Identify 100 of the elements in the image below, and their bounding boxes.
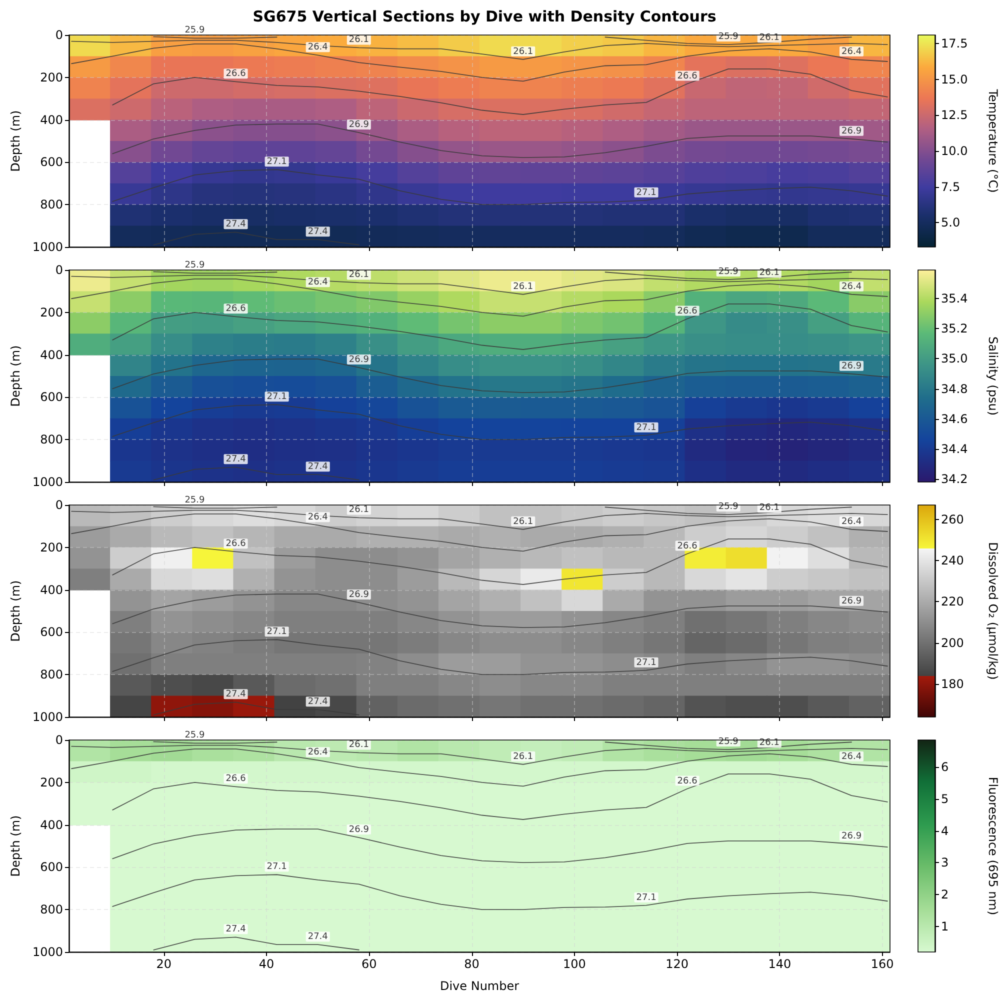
color-bar-label: 220 <box>941 594 964 609</box>
text: 26.6 <box>226 69 246 80</box>
text: 25.9 <box>184 730 205 741</box>
text: 26.9 <box>841 126 862 136</box>
text: 25.9 <box>184 260 205 271</box>
color-bar-title: Salinity (psu) <box>986 336 1000 416</box>
x-axis-title: Dive Number <box>440 979 520 993</box>
y-axis-title: Depth (m) <box>8 345 23 407</box>
text: 25.9 <box>184 26 205 36</box>
x-tick-label: 40 <box>258 957 274 971</box>
y-tick-label: 800 <box>40 432 63 447</box>
series-label: 26.4 <box>841 752 862 762</box>
text: 26.1 <box>759 738 780 748</box>
text: 26.1 <box>348 740 369 750</box>
text: 26.1 <box>759 503 780 514</box>
series-label: 26.4 <box>841 516 862 527</box>
text: 26.6 <box>226 774 246 784</box>
x-tick-label: 140 <box>768 957 792 971</box>
line-series <box>112 639 888 676</box>
y-axis-title: Depth (m) <box>8 110 23 172</box>
text: 26.1 <box>348 270 369 280</box>
y-tick-label: 600 <box>40 390 63 404</box>
text: 27.4 <box>226 924 246 935</box>
x-tick-label: 160 <box>870 957 894 971</box>
text: 27.4 <box>226 454 246 465</box>
series-label: 26.1 <box>513 282 534 292</box>
line-series <box>71 43 888 82</box>
y-tick-label: 1000 <box>32 710 63 724</box>
color-bar-label: 5.0 <box>941 216 960 230</box>
text: 26.4 <box>308 278 328 288</box>
text: 27.4 <box>226 220 246 230</box>
text: 26.4 <box>308 42 328 53</box>
y-tick-label: 0 <box>55 263 63 277</box>
x-tick-label: 20 <box>156 957 172 971</box>
x-tick-label: 120 <box>666 957 689 971</box>
line-series <box>112 303 888 350</box>
text: 27.1 <box>266 157 287 168</box>
color-bar-label: 3 <box>941 856 949 870</box>
y-axis-title: Depth (m) <box>8 815 23 877</box>
line-series <box>112 874 888 910</box>
text: 27.1 <box>266 862 287 872</box>
y-tick-label: 600 <box>40 860 63 874</box>
color-bar-label: 2 <box>941 888 949 902</box>
series-label: 26.6 <box>677 541 698 552</box>
text: 26.9 <box>841 596 862 606</box>
color-bar-title: Dissolved O₂ (μmol/kg) <box>986 542 1000 680</box>
x-tick-label: 60 <box>362 957 377 971</box>
y-tick-label: 0 <box>55 28 63 42</box>
series-label: 27.1 <box>636 658 656 668</box>
series-label: 27.4 <box>308 227 328 238</box>
y-tick-label: 800 <box>40 668 63 682</box>
line-series <box>112 169 888 206</box>
series-label: 26.6 <box>677 71 698 82</box>
series-label: 26.4 <box>841 282 862 292</box>
color-bar-label: 5 <box>941 792 949 806</box>
text: 26.4 <box>308 512 328 523</box>
text: 26.1 <box>759 268 780 278</box>
color-bar-label: 34.4 <box>941 442 968 456</box>
y-tick-label: 600 <box>40 155 63 170</box>
series-label: 26.9 <box>348 590 370 600</box>
line-series <box>112 404 888 440</box>
text: 26.6 <box>226 539 246 550</box>
y-tick-label: 800 <box>40 198 63 212</box>
y-tick-label: 400 <box>40 112 63 127</box>
y-tick-label: 1000 <box>32 475 63 489</box>
series-label: 26.9 <box>348 355 370 366</box>
text: 26.4 <box>308 748 328 758</box>
line-series <box>71 748 888 787</box>
y-tick-label: 400 <box>40 348 63 362</box>
color-bar-label: 15.0 <box>941 72 968 86</box>
y-tick-label: 1000 <box>32 945 63 959</box>
y-tick-label: 1000 <box>32 240 63 254</box>
color-bar-label: 6 <box>941 760 949 774</box>
series-label: 26.9 <box>348 825 370 836</box>
color-bar-label: 260 <box>941 512 964 526</box>
series-label: 26.9 <box>348 120 370 130</box>
color-bar-label: 240 <box>941 554 964 568</box>
y-tick-label: 200 <box>40 70 63 84</box>
text: 26.6 <box>226 304 246 314</box>
series-label: 26.6 <box>677 776 698 786</box>
color-bar-title: Fluorescence (695 nm) <box>986 776 1000 916</box>
series-label: 27.1 <box>636 188 656 198</box>
color-bar-label: 35.2 <box>941 322 968 336</box>
text: 26.1 <box>759 33 780 44</box>
y-tick-label: 200 <box>40 540 63 554</box>
line-series <box>112 68 888 115</box>
y-tick-label: 200 <box>40 305 63 320</box>
color-bar-label: 17.5 <box>941 36 968 51</box>
color-bar-label: 180 <box>941 677 964 692</box>
series-label: 26.1 <box>513 516 534 527</box>
text: 26.9 <box>841 361 862 372</box>
y-tick-label: 400 <box>40 582 63 597</box>
x-tick-label: 80 <box>464 957 480 971</box>
chart-title: SG675 Vertical Sections by Dive with Density Contours <box>252 8 716 26</box>
text: 27.1 <box>266 627 287 638</box>
y-tick-label: 0 <box>55 498 63 512</box>
text: 25.9 <box>184 496 205 506</box>
color-bar-label: 35.4 <box>941 292 968 306</box>
series-label: 26.6 <box>677 306 698 316</box>
series-label: 27.4 <box>308 932 328 942</box>
